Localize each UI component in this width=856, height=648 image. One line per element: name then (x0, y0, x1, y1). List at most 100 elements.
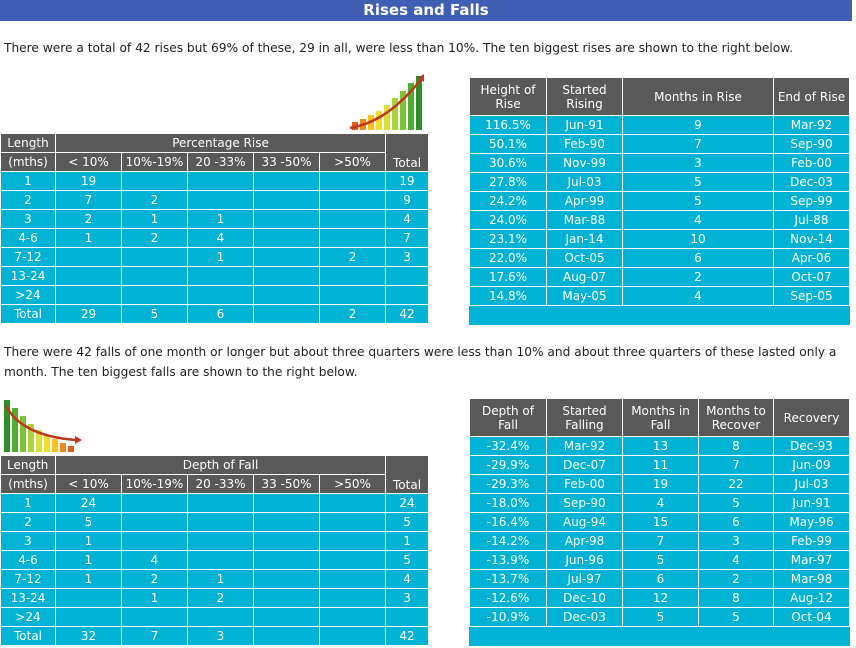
value-cell: 4 (622, 210, 774, 230)
count-cell: 1 (55, 228, 122, 248)
count-cell (318, 512, 387, 532)
count-cell: 2 (187, 588, 254, 608)
height-of-rise-header: Height of Rise (469, 77, 547, 116)
value-cell: 22.0% (469, 248, 547, 268)
count-cell: 1 (55, 550, 122, 570)
length-cell: 3 (0, 531, 56, 551)
count-cell (318, 569, 387, 589)
value-cell: Dec-03 (773, 172, 850, 192)
count-cell (187, 190, 254, 210)
table-row: 50.1% Feb-90 7 Sep-90 (469, 134, 850, 154)
value-cell: 12 (622, 588, 699, 608)
value-cell: 4 (622, 493, 699, 513)
count-cell (318, 190, 387, 210)
count-cell (187, 531, 254, 551)
total-cell: 3 (385, 247, 430, 267)
count-cell (187, 607, 254, 627)
count-cell (187, 266, 254, 286)
count-cell: 2 (121, 228, 188, 248)
table-row: -12.6% Dec-10 12 8 Aug-12 (469, 588, 850, 608)
table-row: 13-24 1 2 3 (0, 588, 430, 608)
value-cell: Feb-90 (546, 134, 623, 154)
table-row: -10.9% Dec-03 5 5 Oct-04 (469, 607, 850, 627)
count-cell: 4 (121, 550, 188, 570)
value-cell: 10 (622, 229, 774, 249)
depth-of-fall-header: Depth of Fall (54, 455, 387, 475)
count-cell: 6 (187, 304, 254, 324)
count-cell (253, 190, 320, 210)
count-cell (253, 607, 320, 627)
fall-distribution-table: Length Depth of Fall Total (mths) < 10% … (0, 455, 430, 646)
value-cell: Mar-97 (773, 550, 850, 570)
range-header: >50% (318, 152, 387, 172)
count-cell (121, 531, 188, 551)
length-cell: 2 (0, 190, 56, 210)
value-cell: Feb-00 (773, 153, 850, 173)
value-cell: 17.6% (469, 267, 547, 287)
value-cell: 4 (698, 550, 774, 570)
count-cell (187, 512, 254, 532)
count-cell (121, 493, 188, 513)
total-header: Total (385, 455, 430, 494)
value-cell: Apr-99 (546, 191, 623, 211)
count-cell (253, 550, 320, 570)
table-row: 7-12 1 2 3 (0, 247, 430, 267)
value-cell: Nov-14 (773, 229, 850, 249)
value-cell: 13 (622, 436, 699, 456)
length-cell: >24 (0, 285, 56, 305)
page-title: Rises and Falls (0, 0, 852, 21)
value-cell: Dec-03 (546, 607, 623, 627)
range-header: 20 -33% (187, 474, 254, 494)
count-cell (318, 531, 387, 551)
value-cell: -10.9% (469, 607, 547, 627)
table-row: 1 19 19 (0, 171, 430, 191)
length-cell: 4-6 (0, 228, 56, 248)
filler-cell (469, 305, 850, 325)
value-cell: 116.5% (469, 115, 547, 135)
value-cell: 4 (622, 286, 774, 306)
length-cell: 7-12 (0, 247, 56, 267)
count-cell (253, 171, 320, 191)
recovery-header: Recovery (773, 398, 850, 437)
count-cell (318, 607, 387, 627)
table-row: 4-6 1 4 5 (0, 550, 430, 570)
range-header: < 10% (55, 474, 122, 494)
count-cell (187, 550, 254, 570)
range-header: < 10% (55, 152, 122, 172)
value-cell: 8 (698, 436, 774, 456)
length-cell: 13-24 (0, 266, 56, 286)
value-cell: 3 (622, 153, 774, 173)
value-cell: Apr-06 (773, 248, 850, 268)
count-cell: 32 (55, 626, 122, 646)
value-cell: 24.0% (469, 210, 547, 230)
end-of-rise-header: End of Rise (773, 77, 850, 116)
table-row: 27.8% Jul-03 5 Dec-03 (469, 172, 850, 192)
value-cell: -16.4% (469, 512, 547, 532)
value-cell: 5 (622, 191, 774, 211)
count-cell: 1 (187, 209, 254, 229)
count-cell: 7 (55, 190, 122, 210)
value-cell: 6 (698, 512, 774, 532)
value-cell: Oct-07 (773, 267, 850, 287)
total-cell: 24 (385, 493, 430, 513)
table-row: 22.0% Oct-05 6 Apr-06 (469, 248, 850, 268)
table-row: -18.0% Sep-90 4 5 Jun-91 (469, 493, 850, 513)
value-cell: 7 (622, 531, 699, 551)
table-row: -29.3% Feb-00 19 22 Jul-03 (469, 474, 850, 494)
value-cell: Jul-03 (773, 474, 850, 494)
count-cell (121, 247, 188, 267)
value-cell: 2 (698, 569, 774, 589)
total-cell (385, 607, 430, 627)
months-to-recover-header: Months to Recover (698, 398, 774, 437)
table-row: 116.5% Jun-91 9 Mar-92 (469, 115, 850, 135)
value-cell: 23.1% (469, 229, 547, 249)
value-cell: 5 (698, 493, 774, 513)
count-cell: 1 (55, 531, 122, 551)
count-cell (318, 550, 387, 570)
value-cell: 6 (622, 248, 774, 268)
count-cell: 24 (55, 493, 122, 513)
value-cell: May-96 (773, 512, 850, 532)
count-cell (318, 209, 387, 229)
length-unit-header: (mths) (0, 152, 56, 172)
